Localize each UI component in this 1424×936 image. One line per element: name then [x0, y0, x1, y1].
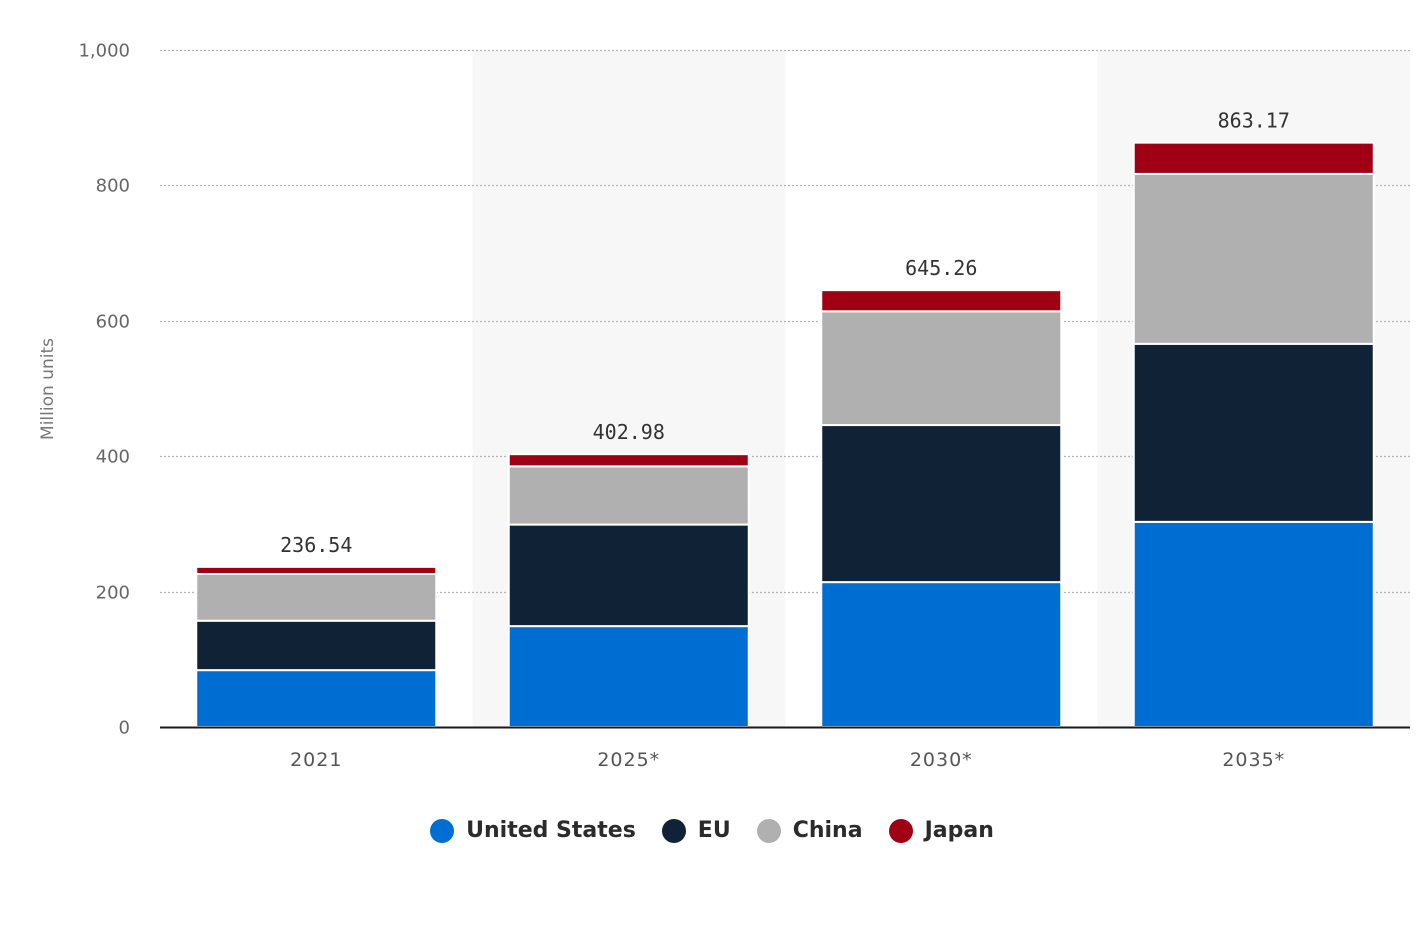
stacked-bar-chart: 0 200 400 600 800 1,000 Million units 236.54 4…	[38, 41, 1410, 771]
total-data-label: 236.54	[280, 533, 352, 557]
x-tick-label: 2030*	[910, 749, 973, 771]
bar-segment-united-states[interactable]	[820, 581, 1063, 729]
bar-segment-china[interactable]	[1132, 172, 1375, 345]
legend-marker-icon	[888, 818, 913, 843]
legend-marker-icon	[756, 818, 781, 843]
legend-label: United States	[466, 818, 636, 843]
legend-item-united-states[interactable]: United States	[430, 818, 636, 843]
y-axis-label: Million units	[38, 338, 58, 440]
legend-label: China	[792, 818, 863, 843]
total-data-label: 402.98	[593, 420, 665, 444]
bar-segment-eu[interactable]	[1132, 342, 1375, 523]
bar-segment-eu[interactable]	[820, 424, 1063, 584]
y-tick-label: 1,000	[78, 41, 130, 62]
y-tick-label: 800	[96, 176, 130, 197]
bar-segment-united-states[interactable]	[195, 669, 438, 729]
legend-item-eu[interactable]: EU	[661, 818, 731, 843]
legend-label: EU	[697, 818, 731, 843]
bar-segment-china[interactable]	[507, 465, 750, 526]
legend: United States EU China Japan	[0, 818, 1424, 843]
bar-segment-japan[interactable]	[820, 289, 1063, 313]
bar-segment-eu[interactable]	[195, 619, 438, 672]
y-tick-label: 400	[96, 447, 130, 468]
bar-segment-united-states[interactable]	[1132, 520, 1375, 729]
legend-label: Japan	[924, 818, 994, 843]
legend-item-japan[interactable]: Japan	[888, 818, 994, 843]
bar-segment-japan[interactable]	[1132, 141, 1375, 175]
total-data-label: 863.17	[1218, 109, 1290, 133]
legend-marker-icon	[430, 818, 455, 843]
x-tick-label: 2021	[290, 749, 342, 771]
bar-segment-eu[interactable]	[507, 523, 750, 628]
x-tick-label: 2035*	[1222, 749, 1285, 771]
legend-item-china[interactable]: China	[756, 818, 863, 843]
x-tick-label: 2025*	[597, 749, 660, 771]
bar-segment-china[interactable]	[195, 572, 438, 622]
legend-marker-icon	[661, 818, 686, 843]
total-labels: 236.54 402.98 645.26 863.17	[280, 109, 1290, 557]
bar-segment-japan[interactable]	[195, 565, 438, 575]
bars	[195, 141, 1375, 729]
bar-segment-japan[interactable]	[507, 453, 750, 468]
y-tick-label: 0	[119, 718, 130, 739]
bar-segment-united-states[interactable]	[507, 625, 750, 729]
y-axis-ticks: 0 200 400 600 800 1,000	[78, 41, 130, 739]
x-axis-ticks: 2021 2025* 2030* 2035*	[290, 749, 1285, 771]
bar-segment-china[interactable]	[820, 310, 1063, 427]
y-tick-label: 600	[96, 312, 130, 333]
y-tick-label: 200	[96, 583, 130, 604]
total-data-label: 645.26	[905, 256, 977, 280]
